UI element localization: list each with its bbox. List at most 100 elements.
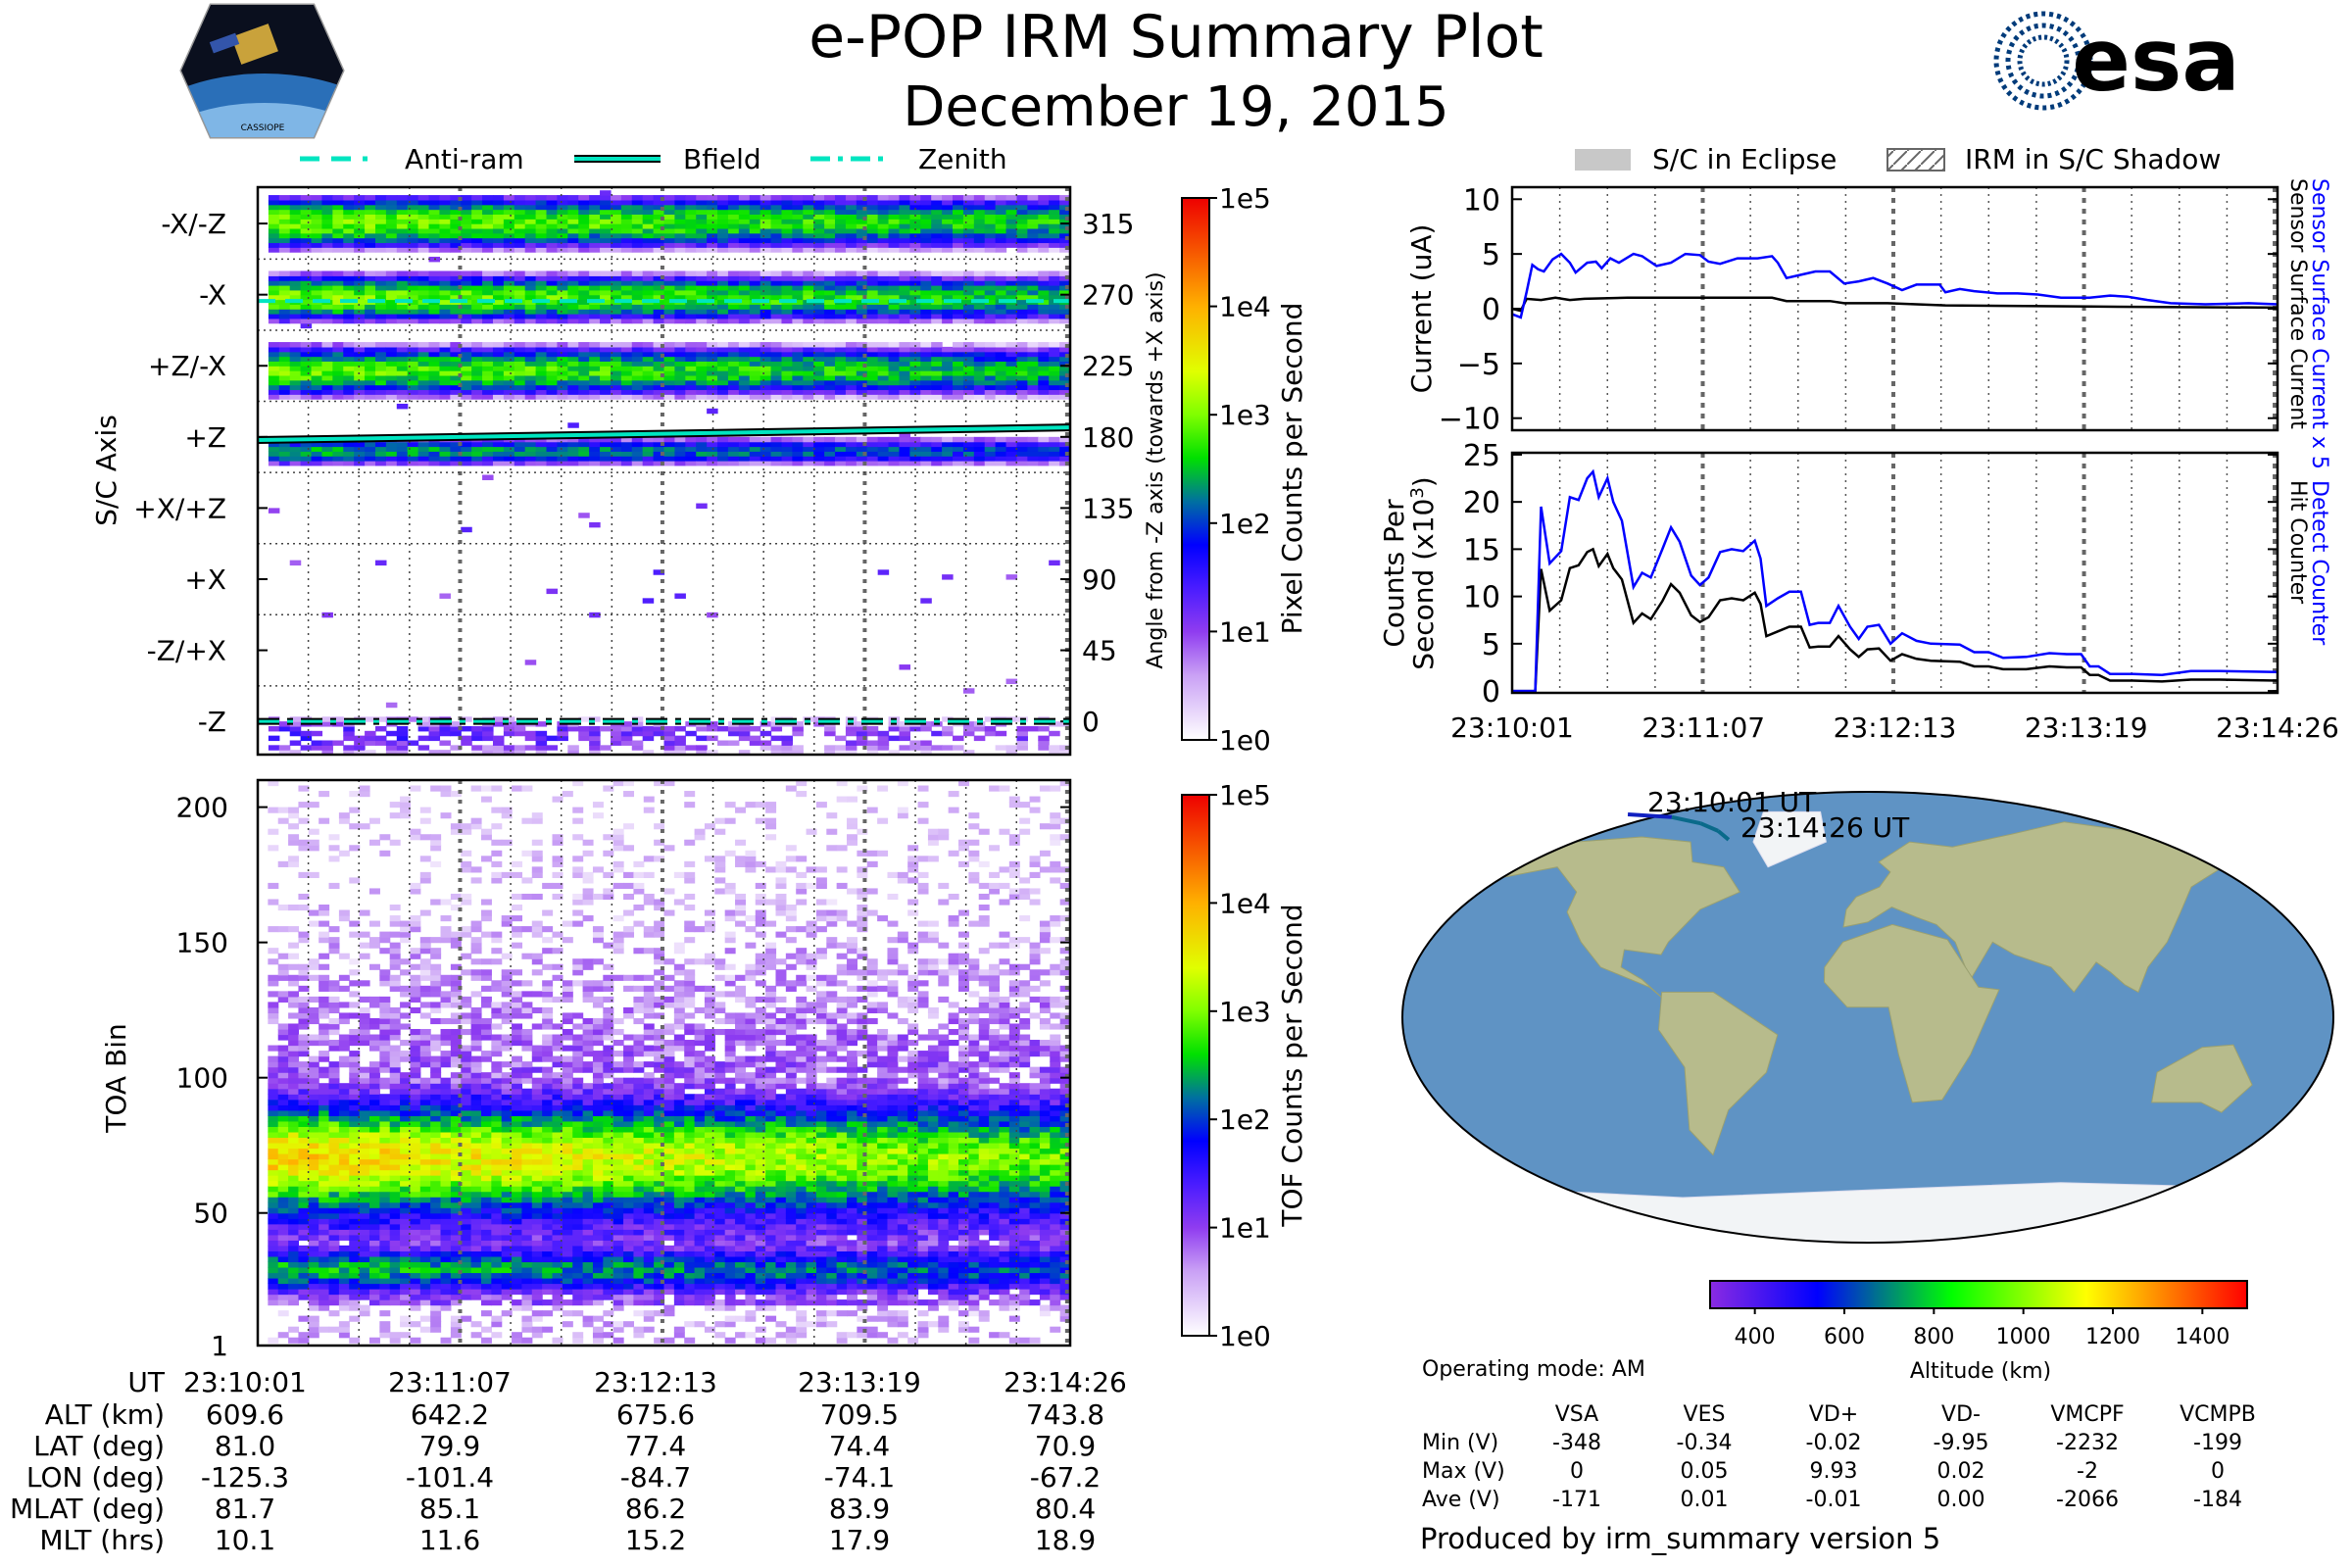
pixel-spectrogram-cell bbox=[824, 214, 836, 220]
tof-spectrogram-cell bbox=[491, 1283, 503, 1290]
pixel-spectrogram-cell bbox=[610, 394, 622, 400]
pixel-spectrogram-cell bbox=[1038, 223, 1050, 229]
pixel-spectrogram-cell bbox=[354, 242, 366, 248]
tof-spectrogram-cell bbox=[277, 1109, 289, 1116]
pixel-spectrogram-cell bbox=[717, 232, 729, 239]
tof-spectrogram-cell bbox=[480, 1034, 492, 1041]
pixel-spectrogram-cell bbox=[888, 223, 901, 229]
pixel-spectrogram-cell bbox=[845, 284, 858, 291]
pixel-spectrogram-cell bbox=[813, 379, 825, 386]
pixel-spectrogram-cell bbox=[1005, 370, 1018, 376]
pixel-spectrogram-cell bbox=[813, 304, 825, 310]
pixel-spectrogram-cell bbox=[824, 204, 836, 211]
pixel-spectrogram-cell bbox=[546, 219, 559, 224]
pixel-spectrogram-cell bbox=[450, 725, 462, 732]
pixel-spectrogram-cell bbox=[824, 346, 836, 353]
pixel-spectrogram-cell bbox=[995, 745, 1007, 751]
pixel-spectrogram-cell bbox=[578, 436, 590, 443]
tof-spectrogram-cell bbox=[298, 1002, 310, 1008]
tof-spectrogram-cell bbox=[368, 1083, 380, 1090]
pixel-spectrogram-cell bbox=[1027, 237, 1039, 244]
pixel-spectrogram-cell bbox=[835, 314, 847, 319]
tof-spectrogram-cell bbox=[470, 1104, 482, 1111]
pixel-spectrogram-cell bbox=[492, 716, 505, 722]
pixel-spectrogram-cell bbox=[374, 379, 387, 386]
tof-spectrogram-cell bbox=[338, 1175, 350, 1182]
tof-spectrogram-cell bbox=[338, 1017, 350, 1025]
tof-spectrogram-cell bbox=[389, 1066, 401, 1073]
pixel-spectrogram-cell bbox=[824, 745, 836, 751]
pixel-spectrogram-cell bbox=[899, 370, 910, 376]
pixel-spectrogram-cell bbox=[760, 374, 772, 381]
pixel-spectrogram-cell bbox=[781, 389, 793, 395]
pixel-spectrogram-cell bbox=[856, 740, 868, 746]
tof-spectrogram-cell bbox=[470, 948, 482, 955]
tof-spectrogram-cell bbox=[368, 1002, 380, 1008]
pixel-spectrogram-cell bbox=[620, 270, 633, 276]
pixel-spectrogram-cell bbox=[899, 725, 910, 732]
pixel-spectrogram-cell bbox=[760, 379, 772, 386]
tof-spectrogram-cell bbox=[410, 1055, 421, 1062]
pixel-spectrogram-cell bbox=[514, 456, 526, 462]
tof-spectrogram-cell bbox=[480, 1109, 492, 1116]
pixel-spectrogram-cell bbox=[535, 456, 548, 462]
pixel-spectrogram-cell bbox=[620, 247, 633, 253]
pixel-spectrogram-cell bbox=[1027, 195, 1039, 201]
tof-spectrogram-cell bbox=[480, 1126, 492, 1133]
tof-spectrogram-cell bbox=[400, 796, 412, 803]
tof-spectrogram-cell bbox=[328, 1094, 340, 1101]
pixel-spectrogram-cell bbox=[407, 237, 419, 244]
tof-spectrogram-cell bbox=[298, 1148, 310, 1154]
tof-spectrogram-cell bbox=[440, 1261, 452, 1268]
pixel-spectrogram-cell bbox=[1038, 379, 1050, 386]
pixel-spectrogram-cell bbox=[995, 342, 1007, 348]
pixel-spectrogram-cell bbox=[674, 318, 686, 324]
tof-spectrogram-cell bbox=[440, 1223, 452, 1230]
tof-spectrogram-cell bbox=[308, 845, 319, 852]
pixel-spectrogram-cell bbox=[311, 280, 323, 286]
tof-spectrogram-cell bbox=[389, 1266, 401, 1274]
tof-spectrogram-cell bbox=[461, 893, 472, 901]
tof-spectrogram-cell bbox=[400, 1212, 412, 1219]
tof-spectrogram-cell bbox=[349, 1142, 361, 1150]
pixel-spectrogram-cell bbox=[856, 446, 868, 452]
pixel-spectrogram-cell bbox=[428, 725, 441, 732]
pixel-spectrogram-cell bbox=[942, 446, 954, 452]
tof-spectrogram-cell bbox=[308, 1158, 319, 1165]
pixel-spectrogram-cell bbox=[888, 346, 901, 353]
pixel-spectrogram-cell bbox=[289, 280, 302, 286]
tof-spectrogram-cell bbox=[298, 1023, 310, 1030]
pixel-spectrogram-cell bbox=[482, 214, 494, 220]
pixel-spectrogram-cell bbox=[631, 237, 644, 244]
pixel-spectrogram-cell bbox=[760, 219, 772, 224]
tof-spectrogram-cell bbox=[338, 1332, 350, 1339]
pixel-spectrogram-cell bbox=[589, 374, 601, 381]
pixel-spectrogram-cell bbox=[953, 270, 964, 276]
tof-spectrogram-cell bbox=[400, 1180, 412, 1187]
pixel-spectrogram-cell bbox=[707, 289, 718, 296]
tof-spectrogram-cell bbox=[461, 1094, 472, 1101]
pixel-spectrogram-cell bbox=[663, 214, 676, 220]
pixel-spectrogram-cell bbox=[738, 199, 751, 206]
pixel-spectrogram-cell bbox=[995, 304, 1007, 310]
tof-spectrogram-cell bbox=[368, 1148, 380, 1154]
pixel-spectrogram-cell bbox=[631, 436, 644, 443]
pixel-spectrogram-cell bbox=[920, 598, 932, 604]
tof-spectrogram-cell bbox=[338, 1120, 350, 1127]
pixel-spectrogram-cell bbox=[909, 242, 921, 248]
tof-spectrogram-cell bbox=[480, 1294, 492, 1300]
tof-spectrogram-cell bbox=[389, 931, 401, 938]
tof-spectrogram-cell bbox=[328, 1201, 340, 1208]
pixel-spectrogram-cell bbox=[332, 451, 344, 457]
pixel-spectrogram-cell bbox=[931, 394, 943, 400]
pixel-spectrogram-cell bbox=[461, 247, 472, 253]
pixel-spectrogram-cell bbox=[610, 725, 622, 732]
tof-spectrogram-cell bbox=[338, 915, 350, 922]
pixel-spectrogram-cell bbox=[631, 461, 644, 466]
tof-spectrogram-cell bbox=[440, 1028, 452, 1036]
pixel-spectrogram-cell bbox=[428, 304, 441, 310]
pixel-spectrogram-cell bbox=[417, 721, 430, 727]
tof-spectrogram-cell bbox=[308, 1299, 319, 1306]
pixel-spectrogram-cell bbox=[845, 451, 858, 457]
pixel-spectrogram-cell bbox=[845, 750, 858, 755]
